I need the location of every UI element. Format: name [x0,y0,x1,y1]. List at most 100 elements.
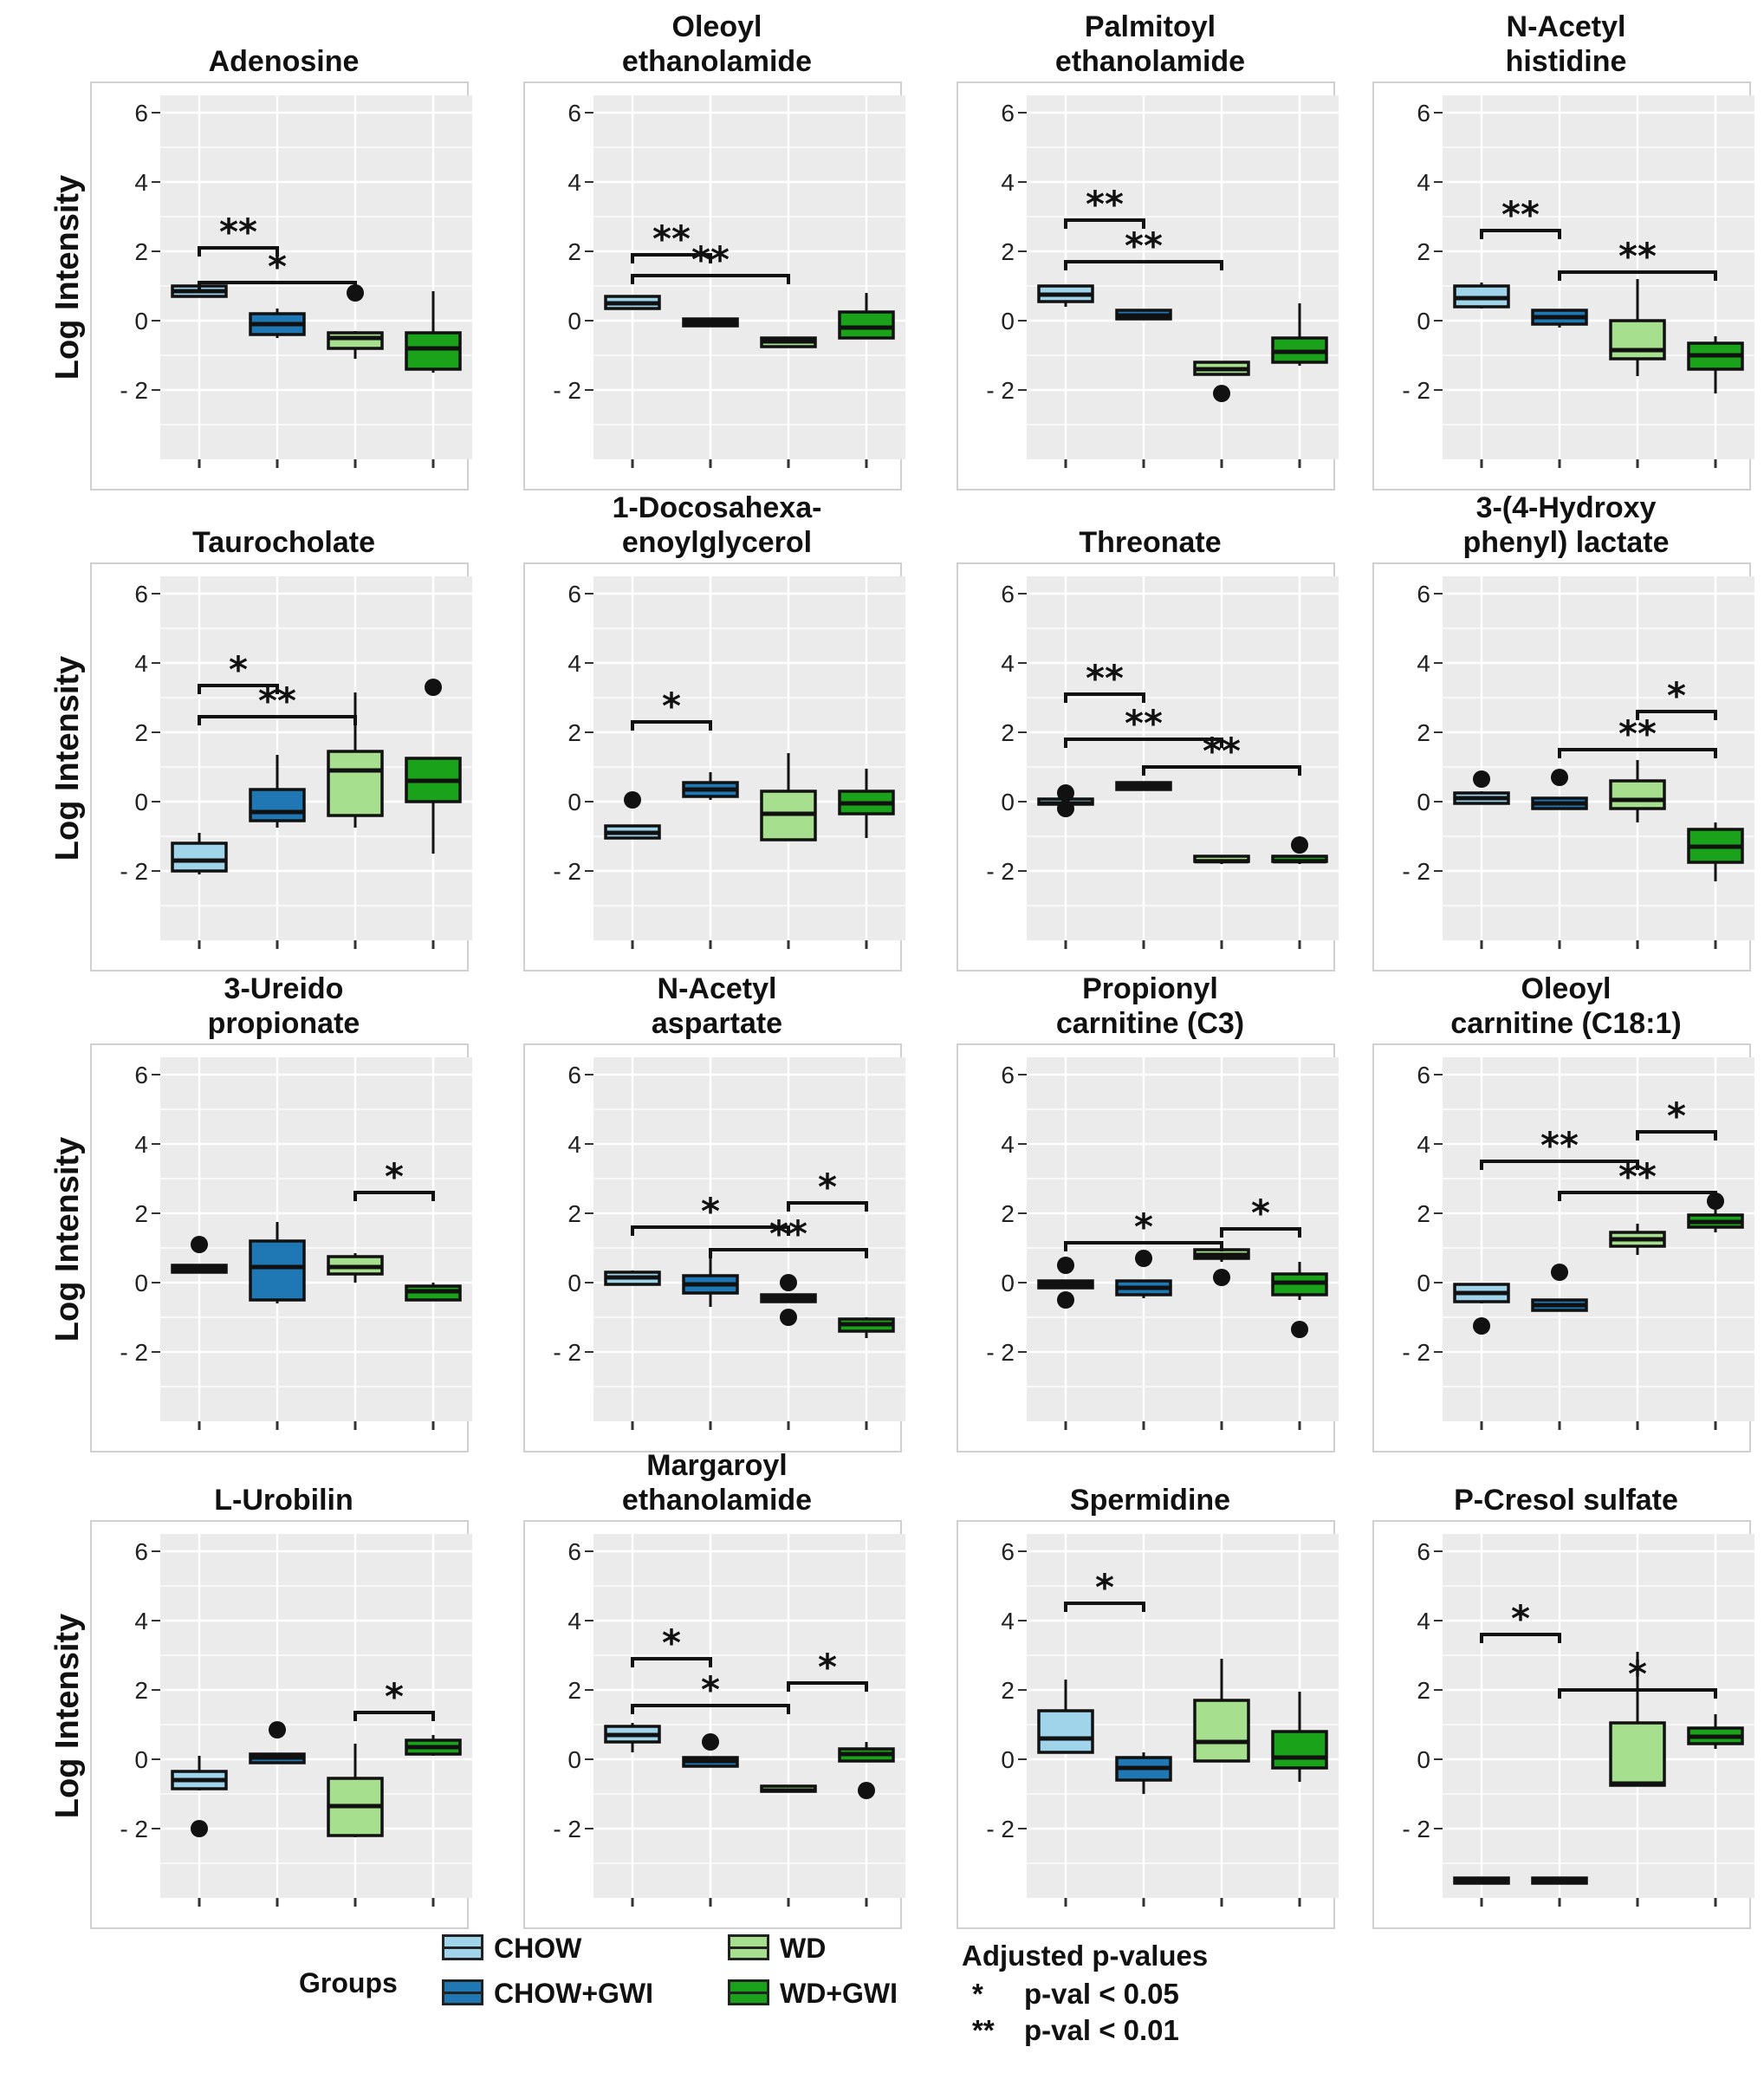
pvalue-row-double: ** p-val < 0.01 [962,2014,1343,2047]
significance-label: ** [219,211,257,253]
y-tick-label: 4 [1001,1131,1015,1158]
pvalue-symbol-single: * [972,1978,983,2010]
legend-label-wd-gwi: WD+GWI [780,1978,898,2009]
y-tick-label: 0 [1001,308,1015,335]
panel-title: Threonate [1079,526,1221,559]
legend-label-chow-gwi: CHOW+GWI [494,1978,653,2009]
outlier-point [1057,784,1074,802]
y-tick-label: 0 [567,1270,581,1296]
outlier-point [1135,1250,1152,1267]
plot-background [160,1057,472,1421]
significance-bracket [1220,1227,1301,1238]
panel-title: Margaroyl [646,1449,788,1482]
legend-area: Groups CHOW CHOW+GWI WD WD+GWI Adjusted … [0,1922,1764,2073]
panel-title: P-Cresol sulfate [1454,1484,1678,1517]
significance-label: ** [1501,193,1540,236]
significance-bracket [1558,1191,1717,1201]
significance-label: * [1667,1095,1686,1137]
significance-label: ** [769,1212,807,1255]
panel: L-Urobilin 6 4 2 0 - 2 Log Intensity * [49,1484,472,1929]
box-2 [249,1239,306,1302]
box-3 [1609,319,1666,361]
y-tick-label: 4 [567,169,581,196]
outlier-point [347,284,364,302]
y-tick-label: 0 [134,308,148,335]
y-tick-label: 6 [567,1062,581,1088]
significance-label: * [662,685,681,727]
box-3 [327,750,384,817]
y-tick-label: 6 [134,1538,148,1565]
y-tick-label: - 2 [1402,377,1430,404]
panel-title: Oleoyl [672,10,762,43]
significance-label: * [268,245,287,288]
significance-label: ** [1203,730,1241,772]
pvalue-legend-title: Adjusted p-values [962,1940,1209,1972]
outlier-point [1057,1257,1074,1274]
legend-swatch-wd-gwi [728,1979,769,2005]
y-tick-label: 2 [1001,238,1015,265]
y-tick-label: 2 [1001,719,1015,746]
y-tick-label: 0 [567,1746,581,1773]
panel: Taurocholate 6 4 2 0 - 2 Log Intensity *** [49,526,472,972]
significance-bracket [1064,738,1223,748]
significance-bracket [1064,260,1223,270]
significance-bracket [353,1191,435,1201]
outlier-point [780,1309,797,1326]
significance-bracket [1064,692,1145,703]
significance-bracket [631,1657,712,1667]
significance-bracket [631,1225,790,1236]
box-3 [1193,1699,1250,1763]
plot-background [593,576,905,940]
significance-bracket [787,1681,868,1692]
significance-bracket [1480,1160,1639,1170]
y-tick-label: 6 [567,1538,581,1565]
outlier-point [1473,1317,1490,1335]
plot-background [1443,95,1754,459]
outlier-point [191,1236,208,1253]
y-tick-label: 0 [1417,789,1430,816]
significance-label: ** [1125,224,1163,267]
significance-label: ** [1618,1155,1657,1198]
significance-label: * [1511,1597,1530,1640]
y-tick-label: - 2 [120,1339,148,1366]
panel-title: Spermidine [1070,1484,1230,1517]
y-tick-label: 0 [1417,1746,1430,1773]
outlier-point [1057,1291,1074,1309]
y-tick-label: 4 [134,650,148,677]
significance-label: * [1251,1192,1270,1234]
y-tick-label: 6 [1001,100,1015,127]
significance-label: * [1095,1566,1114,1608]
y-tick-label: 2 [567,1677,581,1704]
y-tick-label: 6 [1417,1538,1430,1565]
legend-swatch-wd [728,1934,769,1960]
y-tick-label: 4 [1001,650,1015,677]
panel-title: Palmitoyl [1085,10,1216,43]
significance-bracket [353,1711,435,1721]
box-4 [405,331,462,371]
box-1 [1037,1709,1094,1754]
pvalue-symbol-double: ** [972,2014,995,2046]
y-tick-label: 2 [1417,1677,1430,1704]
y-tick-label: 0 [134,1270,148,1296]
y-tick-label: - 2 [120,858,148,885]
y-tick-label: 2 [134,719,148,746]
panel-title: Propionyl [1082,972,1218,1005]
significance-label: * [229,648,248,691]
legend-label-chow: CHOW [494,1933,582,1964]
legend-label-wd: WD [780,1933,827,1964]
y-axis-label: Log Intensity [49,656,86,861]
plot-background [160,1534,472,1898]
significance-label: ** [652,218,691,260]
panel-title: 1-Docosahexa- [613,491,822,524]
panel-title: ethanolamide [622,1484,812,1517]
y-tick-label: - 2 [553,1816,581,1842]
panel-title: ethanolamide [1055,45,1245,78]
plot-background [1443,1057,1754,1421]
significance-bracket [1558,270,1717,281]
panel-title: ethanolamide [622,45,812,78]
significance-bracket [631,253,712,263]
